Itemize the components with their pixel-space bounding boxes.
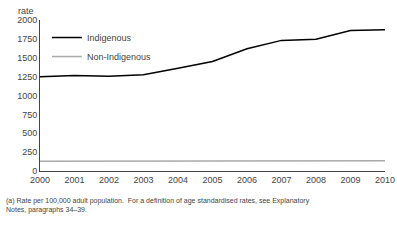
- svg-text:2000: 2000: [30, 175, 50, 185]
- svg-text:Non-Indigenous: Non-Indigenous: [87, 52, 151, 62]
- svg-text:2010: 2010: [375, 175, 395, 185]
- svg-text:0: 0: [32, 166, 37, 176]
- svg-text:2007: 2007: [271, 175, 291, 185]
- svg-text:1750: 1750: [17, 34, 37, 44]
- svg-text:1000: 1000: [17, 91, 37, 101]
- svg-text:2005: 2005: [202, 175, 222, 185]
- svg-text:2000: 2000: [17, 15, 37, 25]
- svg-text:2001: 2001: [64, 175, 84, 185]
- svg-text:1500: 1500: [17, 53, 37, 63]
- svg-text:2002: 2002: [99, 175, 119, 185]
- svg-text:2008: 2008: [306, 175, 326, 185]
- svg-text:(a) Rate per 100,000 adult pop: (a) Rate per 100,000 adult population. F…: [6, 197, 310, 214]
- svg-text:Indigenous: Indigenous: [87, 33, 132, 43]
- svg-text:2004: 2004: [168, 175, 188, 185]
- svg-text:1250: 1250: [17, 72, 37, 82]
- svg-text:750: 750: [22, 110, 37, 120]
- svg-text:rate: rate: [18, 6, 34, 16]
- svg-text:2009: 2009: [340, 175, 360, 185]
- svg-text:2006: 2006: [237, 175, 257, 185]
- svg-text:2003: 2003: [133, 175, 153, 185]
- svg-text:250: 250: [22, 147, 37, 157]
- svg-text:500: 500: [22, 128, 37, 138]
